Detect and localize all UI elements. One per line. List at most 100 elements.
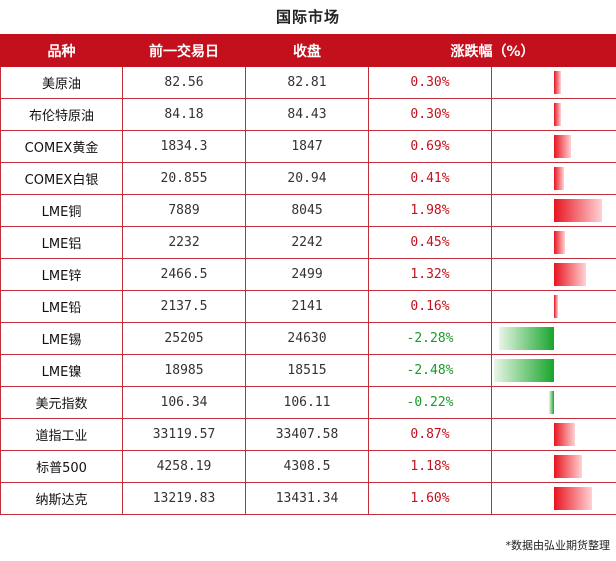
table-row: LME铅 2137.5 2141 0.16% <box>0 290 616 323</box>
change-percent: -2.28% <box>368 322 492 355</box>
change-bar <box>554 423 575 446</box>
close-value: 2242 <box>245 226 369 259</box>
change-percent: 0.69% <box>368 130 492 163</box>
table-row: COMEX白银 20.855 20.94 0.41% <box>0 162 616 195</box>
prev-close-value: 18985 <box>122 354 246 387</box>
change-bar-cell <box>491 386 616 419</box>
table-row: COMEX黄金 1834.3 1847 0.69% <box>0 130 616 163</box>
change-percent: 1.32% <box>368 258 492 291</box>
prev-close-value: 2137.5 <box>122 290 246 323</box>
change-bar <box>554 71 562 94</box>
page-title: 国际市场 <box>275 8 340 26</box>
commodity-name: 纳斯达克 <box>0 482 123 515</box>
commodity-name: LME铅 <box>0 290 123 323</box>
change-bar-cell <box>491 482 616 515</box>
commodity-name: LME锡 <box>0 322 123 355</box>
change-bar-cell <box>491 418 616 451</box>
change-bar <box>548 391 554 414</box>
commodity-name: 布伦特原油 <box>0 98 123 131</box>
change-bar-cell <box>491 66 616 99</box>
change-bar <box>494 359 554 382</box>
change-bar-cell <box>491 322 616 355</box>
change-bar <box>554 455 583 478</box>
close-value: 13431.34 <box>245 482 369 515</box>
close-value: 106.11 <box>245 386 369 419</box>
header-prev: 前一交易日 <box>122 34 246 67</box>
change-percent: 1.60% <box>368 482 492 515</box>
close-value: 82.81 <box>245 66 369 99</box>
change-percent: 0.41% <box>368 162 492 195</box>
prev-close-value: 33119.57 <box>122 418 246 451</box>
commodity-name: COMEX白银 <box>0 162 123 195</box>
commodity-name: LME锌 <box>0 258 123 291</box>
prev-close-value: 7889 <box>122 194 246 227</box>
table-row: LME锡 25205 24630 -2.28% <box>0 322 616 355</box>
table-body: 美原油 82.56 82.81 0.30% 布伦特原油 84.18 84.43 0.30% CO… <box>0 66 616 515</box>
change-bar <box>554 487 593 510</box>
change-percent: 1.98% <box>368 194 492 227</box>
change-bar-cell <box>491 258 616 291</box>
close-value: 20.94 <box>245 162 369 195</box>
close-value: 2499 <box>245 258 369 291</box>
change-bar <box>554 263 586 286</box>
close-value: 1847 <box>245 130 369 163</box>
table-row: 道指工业 33119.57 33407.58 0.87% <box>0 418 616 451</box>
change-bar-cell <box>491 450 616 483</box>
change-bar <box>499 327 554 350</box>
change-percent: 0.45% <box>368 226 492 259</box>
prev-close-value: 2466.5 <box>122 258 246 291</box>
table-row: LME锌 2466.5 2499 1.32% <box>0 258 616 291</box>
change-bar <box>554 135 571 158</box>
header-close: 收盘 <box>245 34 369 67</box>
close-value: 8045 <box>245 194 369 227</box>
commodity-name: 美元指数 <box>0 386 123 419</box>
header-name: 品种 <box>0 34 123 67</box>
prev-close-value: 1834.3 <box>122 130 246 163</box>
table-row: 美元指数 106.34 106.11 -0.22% <box>0 386 616 419</box>
change-percent: -0.22% <box>368 386 492 419</box>
close-value: 2141 <box>245 290 369 323</box>
prev-close-value: 25205 <box>122 322 246 355</box>
change-bar-cell <box>491 290 616 323</box>
footnote: *数据由弘业期货整理 <box>505 539 611 552</box>
commodity-name: LME镍 <box>0 354 123 387</box>
market-table: 品种 前一交易日 收盘 涨跌幅（%） 美原油 82.56 82.81 0.30% 布伦特… <box>0 34 616 515</box>
table-row: 标普500 4258.19 4308.5 1.18% <box>0 450 616 483</box>
change-percent: 1.18% <box>368 450 492 483</box>
table-row: LME铝 2232 2242 0.45% <box>0 226 616 259</box>
change-bar <box>554 295 558 318</box>
change-bar <box>554 167 564 190</box>
table-row: LME铜 7889 8045 1.98% <box>0 194 616 227</box>
prev-close-value: 84.18 <box>122 98 246 131</box>
close-value: 18515 <box>245 354 369 387</box>
commodity-name: 道指工业 <box>0 418 123 451</box>
change-bar-cell <box>491 194 616 227</box>
change-percent: -2.48% <box>368 354 492 387</box>
prev-close-value: 4258.19 <box>122 450 246 483</box>
close-value: 24630 <box>245 322 369 355</box>
table-header-row: 品种 前一交易日 收盘 涨跌幅（%） <box>0 34 616 67</box>
prev-close-value: 82.56 <box>122 66 246 99</box>
change-bar-cell <box>491 162 616 195</box>
change-bar-cell <box>491 98 616 131</box>
commodity-name: LME铜 <box>0 194 123 227</box>
change-percent: 0.87% <box>368 418 492 451</box>
close-value: 84.43 <box>245 98 369 131</box>
table-row: LME镍 18985 18515 -2.48% <box>0 354 616 387</box>
change-bar-cell <box>491 226 616 259</box>
prev-close-value: 2232 <box>122 226 246 259</box>
commodity-name: LME铝 <box>0 226 123 259</box>
change-percent: 0.30% <box>368 66 492 99</box>
change-percent: 0.16% <box>368 290 492 323</box>
table-row: 布伦特原油 84.18 84.43 0.30% <box>0 98 616 131</box>
commodity-name: 标普500 <box>0 450 123 483</box>
change-bar <box>554 231 565 254</box>
change-bar-cell <box>491 354 616 387</box>
prev-close-value: 20.855 <box>122 162 246 195</box>
table-row: 纳斯达克 13219.83 13431.34 1.60% <box>0 482 616 515</box>
change-bar <box>554 103 562 126</box>
change-bar <box>554 199 602 222</box>
close-value: 33407.58 <box>245 418 369 451</box>
change-bar-cell <box>491 130 616 163</box>
prev-close-value: 13219.83 <box>122 482 246 515</box>
